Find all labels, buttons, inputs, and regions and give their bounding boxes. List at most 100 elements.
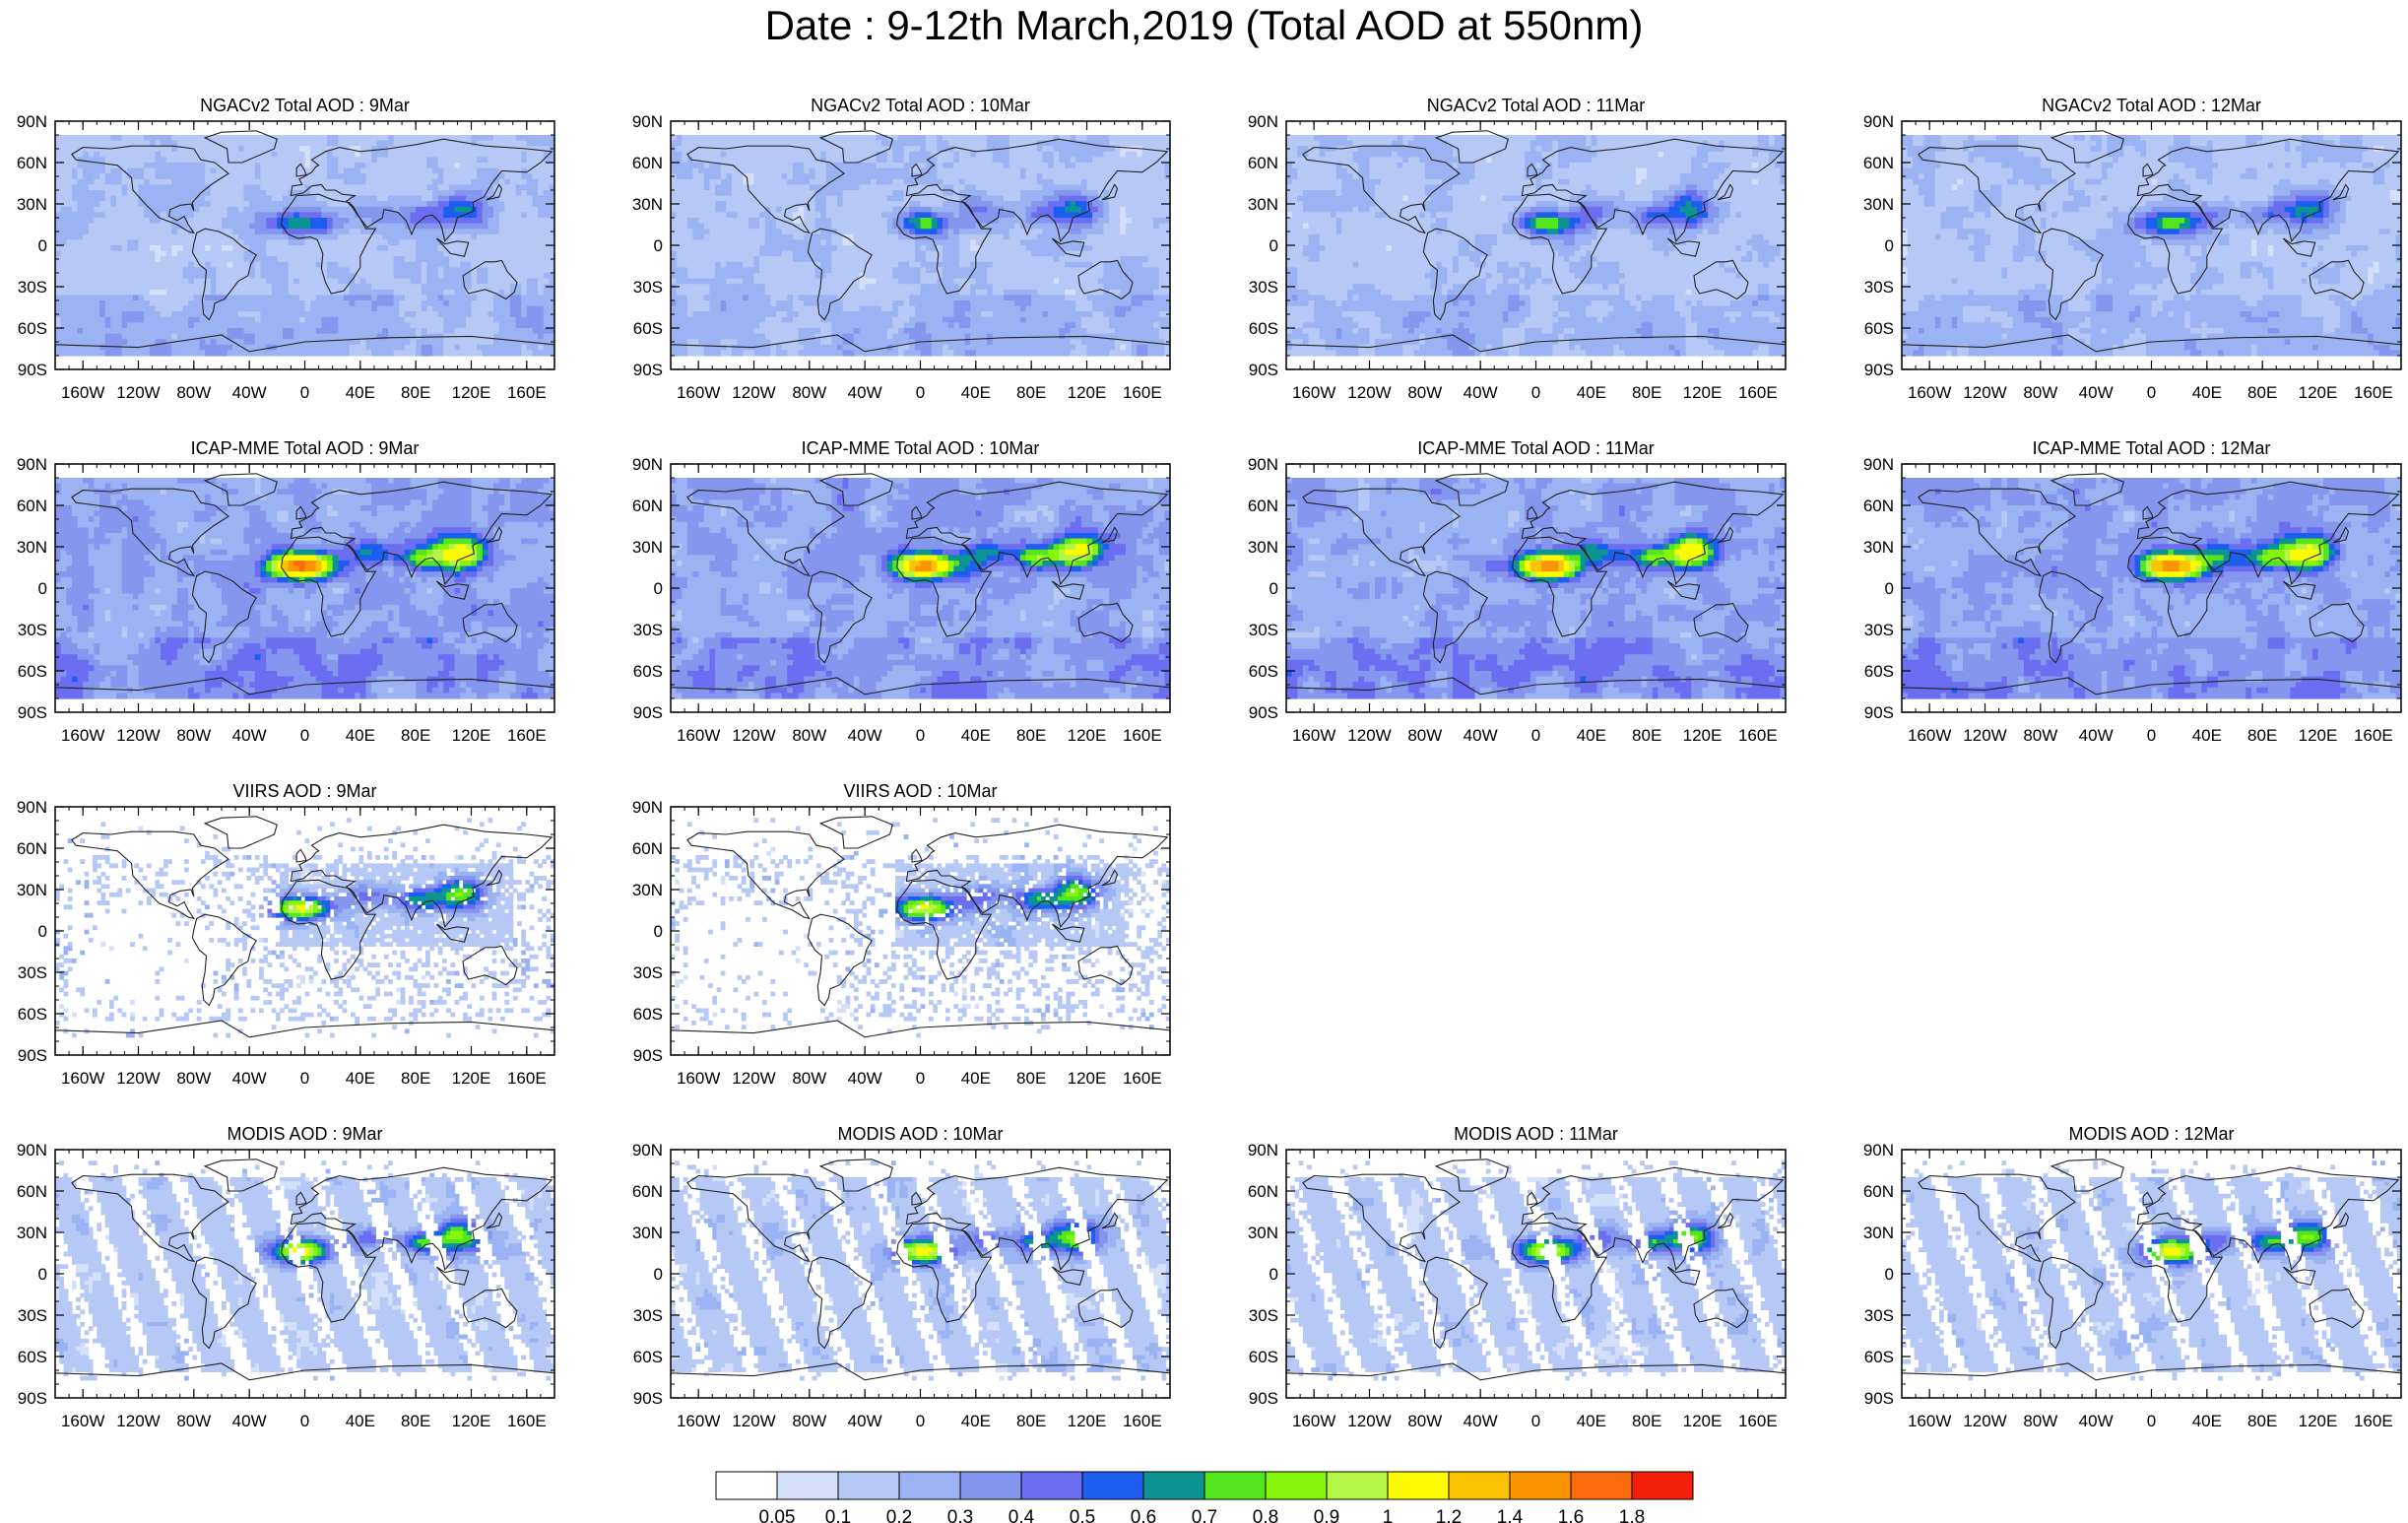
aod-cell bbox=[315, 344, 322, 351]
aod-cell bbox=[365, 300, 372, 307]
aod-cell bbox=[449, 206, 456, 213]
aod-cell bbox=[443, 233, 450, 240]
aod-cell bbox=[538, 195, 545, 202]
aod-cell bbox=[321, 284, 328, 291]
aod-cell bbox=[404, 322, 412, 329]
aod-cell bbox=[332, 333, 339, 340]
aod-cell bbox=[310, 316, 317, 323]
aod-cell bbox=[77, 339, 84, 346]
aod-cell bbox=[99, 273, 106, 280]
aod-cell bbox=[498, 350, 505, 357]
aod-cell bbox=[1137, 173, 1143, 180]
aod-cell bbox=[482, 311, 488, 318]
aod-cell bbox=[66, 218, 73, 225]
aod-cell bbox=[176, 267, 184, 274]
aod-cell bbox=[277, 233, 284, 240]
aod-cell bbox=[182, 146, 189, 153]
aod-cell bbox=[1048, 135, 1055, 142]
aod-cell bbox=[171, 146, 178, 153]
aod-cell bbox=[549, 135, 554, 142]
aod-cell bbox=[155, 261, 162, 268]
aod-cell bbox=[792, 190, 800, 197]
aod-cell bbox=[116, 157, 123, 164]
aod-cell bbox=[820, 157, 827, 164]
aod-cell bbox=[376, 178, 383, 185]
aod-cell bbox=[881, 178, 888, 185]
aod-cell bbox=[104, 328, 111, 335]
aod-cell bbox=[416, 261, 423, 268]
aod-cell bbox=[338, 339, 345, 346]
aod-cell bbox=[493, 261, 500, 268]
aod-cell bbox=[283, 201, 290, 208]
aod-cell bbox=[227, 195, 233, 202]
aod-cell bbox=[327, 278, 334, 285]
aod-cell bbox=[543, 195, 550, 202]
aod-cell bbox=[682, 140, 688, 147]
aod-cell bbox=[99, 322, 106, 329]
aod-cell bbox=[237, 195, 245, 202]
aod-cell bbox=[188, 233, 195, 240]
aod-cell bbox=[94, 267, 100, 274]
aod-cell bbox=[848, 163, 855, 169]
aod-cell bbox=[161, 195, 167, 202]
aod-cell bbox=[449, 195, 456, 202]
aod-cell bbox=[549, 190, 554, 197]
aod-cell bbox=[232, 322, 239, 329]
aod-cell bbox=[382, 167, 389, 174]
aod-cell bbox=[515, 173, 522, 180]
aod-cell bbox=[132, 339, 140, 346]
aod-cell bbox=[1097, 195, 1104, 202]
aod-cell bbox=[1009, 167, 1015, 174]
aod-cell bbox=[376, 173, 383, 180]
aod-cell bbox=[237, 212, 245, 219]
aod-cell bbox=[493, 256, 500, 263]
aod-cell bbox=[161, 311, 167, 318]
aod-cell bbox=[504, 229, 511, 235]
aod-cell bbox=[171, 239, 178, 246]
aod-cell bbox=[71, 295, 79, 301]
aod-cell bbox=[715, 173, 722, 180]
aod-cell bbox=[249, 167, 256, 174]
aod-cell bbox=[205, 344, 212, 351]
aod-cell bbox=[1048, 201, 1055, 208]
aod-cell bbox=[454, 157, 461, 164]
aod-cell bbox=[488, 190, 494, 197]
aod-cell bbox=[227, 333, 233, 340]
aod-cell bbox=[764, 173, 771, 180]
aod-cell bbox=[188, 245, 195, 252]
aod-cell bbox=[549, 344, 554, 351]
aod-cell bbox=[277, 135, 284, 142]
aod-cell bbox=[393, 250, 400, 257]
aod-cell bbox=[1080, 173, 1088, 180]
aod-cell bbox=[165, 151, 172, 158]
aod-cell bbox=[216, 278, 223, 285]
aod-cell bbox=[504, 233, 511, 240]
aod-cell bbox=[88, 328, 95, 335]
aod-cell bbox=[532, 223, 539, 230]
aod-cell bbox=[315, 195, 322, 202]
aod-cell bbox=[903, 173, 910, 180]
aod-cell bbox=[243, 212, 250, 219]
aod-cell bbox=[437, 305, 444, 312]
aod-cell bbox=[686, 201, 694, 208]
aod-cell bbox=[1120, 173, 1127, 180]
aod-cell bbox=[970, 178, 977, 185]
aod-cell bbox=[155, 173, 162, 180]
aod-cell bbox=[199, 167, 206, 174]
aod-cell bbox=[310, 289, 317, 296]
aod-cell bbox=[94, 223, 100, 230]
aod-cell bbox=[349, 173, 356, 180]
aod-cell bbox=[825, 173, 832, 180]
aod-cell bbox=[327, 190, 334, 197]
aod-cell bbox=[266, 218, 273, 225]
aod-cell bbox=[298, 135, 306, 142]
aod-cell bbox=[338, 289, 345, 296]
aod-cell bbox=[804, 151, 811, 158]
aod-cell bbox=[66, 322, 73, 329]
aod-cell bbox=[237, 261, 245, 268]
aod-cell bbox=[471, 245, 478, 252]
aod-cell bbox=[327, 173, 334, 180]
aod-cell bbox=[898, 151, 905, 158]
aod-cell bbox=[382, 311, 389, 318]
aod-cell bbox=[737, 173, 744, 180]
